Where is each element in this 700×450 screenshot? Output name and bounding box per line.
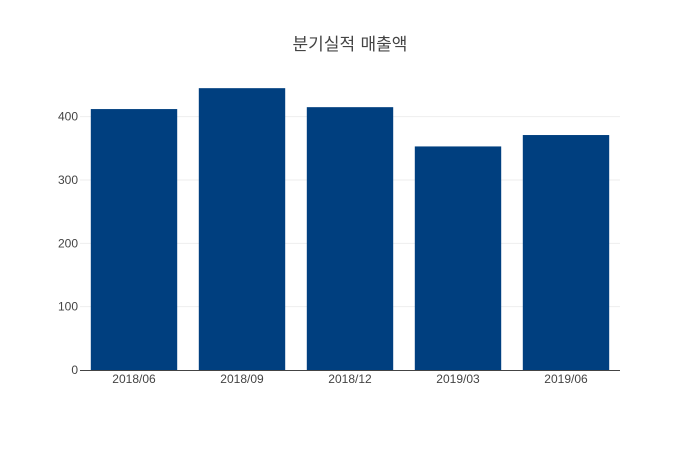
- y-tick-label: 100: [58, 300, 78, 314]
- bars: [90, 88, 610, 371]
- x-tick-label: 2019/03: [436, 372, 480, 386]
- bar[interactable]: [90, 109, 178, 371]
- x-tick-label: 2018/12: [328, 372, 372, 386]
- x-tick-label: 2019/06: [544, 372, 588, 386]
- x-tick-label: 2018/06: [112, 372, 156, 386]
- bar[interactable]: [198, 88, 286, 371]
- bar[interactable]: [414, 146, 502, 370]
- y-tick-label: 200: [58, 236, 78, 250]
- chart-title: 분기실적 매출액: [293, 35, 408, 55]
- y-tick-label: 300: [58, 173, 78, 187]
- bar[interactable]: [306, 107, 394, 371]
- y-axis-ticks: 0 100 200 300 400: [58, 110, 78, 377]
- y-tick-label: 0: [71, 363, 78, 377]
- y-tick-label: 400: [58, 110, 78, 124]
- x-axis-ticks: 2018/06 2018/09 2018/12 2019/03 2019/06: [112, 372, 588, 386]
- bar[interactable]: [522, 135, 610, 370]
- x-tick-label: 2018/09: [220, 372, 264, 386]
